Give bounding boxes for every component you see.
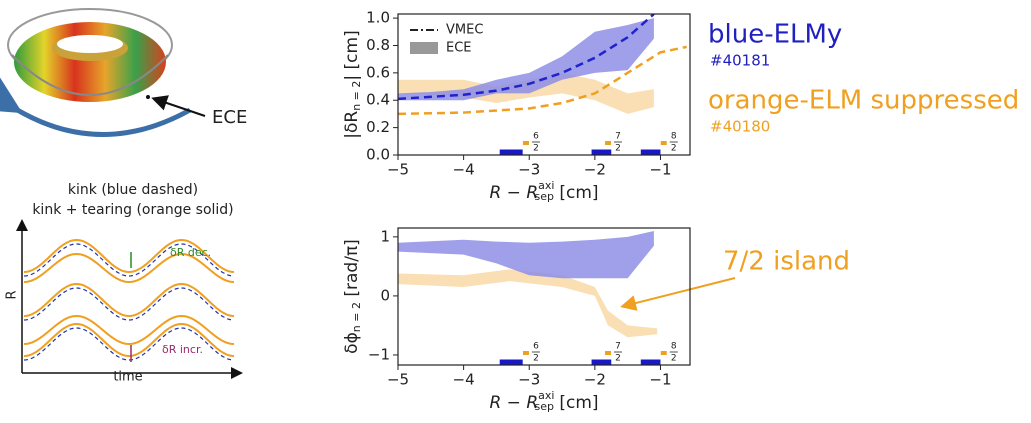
plot-frame [397, 13, 691, 156]
y-axis-label-part: [rad/π] [342, 239, 362, 302]
x-tick-label: −3 [518, 371, 540, 389]
x-tick-label: −1 [649, 161, 671, 179]
x-axis-label-part: R − R [489, 183, 538, 203]
sketch-y-label: R [5, 290, 20, 299]
surface-marker [604, 141, 611, 145]
x-tick-label: −2 [584, 161, 606, 179]
x-axis-label-part: sep [534, 400, 553, 413]
surface-num: 7 [615, 132, 621, 142]
surface-num: 8 [671, 342, 677, 352]
x-axis-label-part: R − R [489, 393, 538, 413]
sketch-note: δR incr. [162, 343, 203, 356]
x-axis-label-part: [cm] [554, 393, 599, 413]
surface-num: 8 [671, 132, 677, 142]
y-tick-label: 1.0 [366, 9, 390, 27]
x-axis-label: R − Raxi sep [cm] [489, 389, 598, 413]
y-tick-label: 0.0 [366, 146, 390, 164]
y-axis-label-part: n = 2 [350, 302, 363, 332]
surface-den: 2 [615, 354, 621, 364]
y-axis-label-part: |δR [342, 111, 362, 139]
band [398, 18, 654, 101]
legend-label: ECE [446, 41, 472, 56]
y-axis-label-part: | [cm] [342, 30, 362, 80]
sketch-curve [23, 243, 235, 277]
sketch-curve [23, 322, 235, 358]
y-tick-label: 1 [380, 227, 390, 245]
series-label: blue-ELMy [708, 20, 842, 50]
sketch-curve [23, 314, 235, 346]
y-tick-label: 0.6 [366, 63, 390, 81]
surface-marker [660, 351, 667, 355]
sketch-curve [23, 252, 235, 284]
sketch: kink (blue dashed) kink + tearing (orang… [5, 182, 243, 385]
surface-den: 2 [671, 354, 677, 364]
surface-den: 2 [671, 144, 677, 154]
sketch-curve [23, 238, 235, 274]
legend-label: VMEC [446, 23, 483, 38]
y-axis-label-part: n = 2 [350, 81, 363, 111]
y-tick-label: −1 [368, 345, 390, 363]
sketch-title: kink (blue dashed) [68, 182, 198, 198]
y-tick-label: 0.4 [366, 91, 390, 109]
y-axis-label-part: δϕ [342, 332, 362, 354]
y-tick-label: 0 [380, 286, 390, 304]
series-label: orange-ELM suppressed [708, 86, 1019, 116]
surface-den: 2 [533, 354, 539, 364]
x-tick-label: −2 [584, 371, 606, 389]
x-tick-label: −5 [387, 371, 409, 389]
x-tick-label: −5 [387, 161, 409, 179]
band [398, 230, 654, 279]
shot-label: #40181 [710, 52, 770, 70]
sketch-curve [23, 327, 235, 361]
surface-marker [522, 351, 529, 355]
surface-den: 2 [615, 144, 621, 154]
x-axis-label-part: sep [534, 190, 553, 203]
x-tick-label: −3 [518, 161, 540, 179]
surface-marker [522, 141, 529, 145]
y-axis-label: |δRn = 2| [cm] [342, 30, 363, 138]
surface-num: 6 [533, 342, 539, 352]
plot-frame [397, 227, 691, 366]
surface-num: 6 [533, 132, 539, 142]
sketch-curve [23, 282, 235, 318]
surface-den: 2 [533, 144, 539, 154]
surface-marker [660, 141, 667, 145]
torus-illustration: ECE [0, 8, 247, 137]
y-tick-label: 0.2 [366, 118, 390, 136]
x-tick-label: −4 [453, 161, 475, 179]
x-tick-label: −4 [453, 371, 475, 389]
x-axis-label: R − Raxi sep [cm] [489, 179, 598, 203]
sketch-title: kink + tearing (orange solid) [32, 202, 233, 218]
y-tick-label: 0.8 [366, 36, 390, 54]
torus-label: ECE [212, 107, 247, 128]
sketch-note: δR dec. [170, 246, 211, 259]
y-axis-label: δϕn = 2 [rad/π] [342, 239, 363, 354]
sketch-x-label: time [113, 370, 142, 385]
surface-marker [604, 351, 611, 355]
band [398, 269, 658, 338]
annotation: 7/2 island [723, 247, 850, 277]
x-axis-label-part: axi [538, 389, 554, 402]
sketch-curve [23, 287, 235, 321]
line [398, 14, 655, 101]
x-axis-label-part: axi [538, 179, 554, 192]
shot-label: #40180 [710, 118, 770, 136]
legend-swatch [410, 42, 438, 54]
x-tick-label: −1 [649, 371, 671, 389]
x-axis-label-part: [cm] [554, 183, 599, 203]
surface-num: 7 [615, 342, 621, 352]
